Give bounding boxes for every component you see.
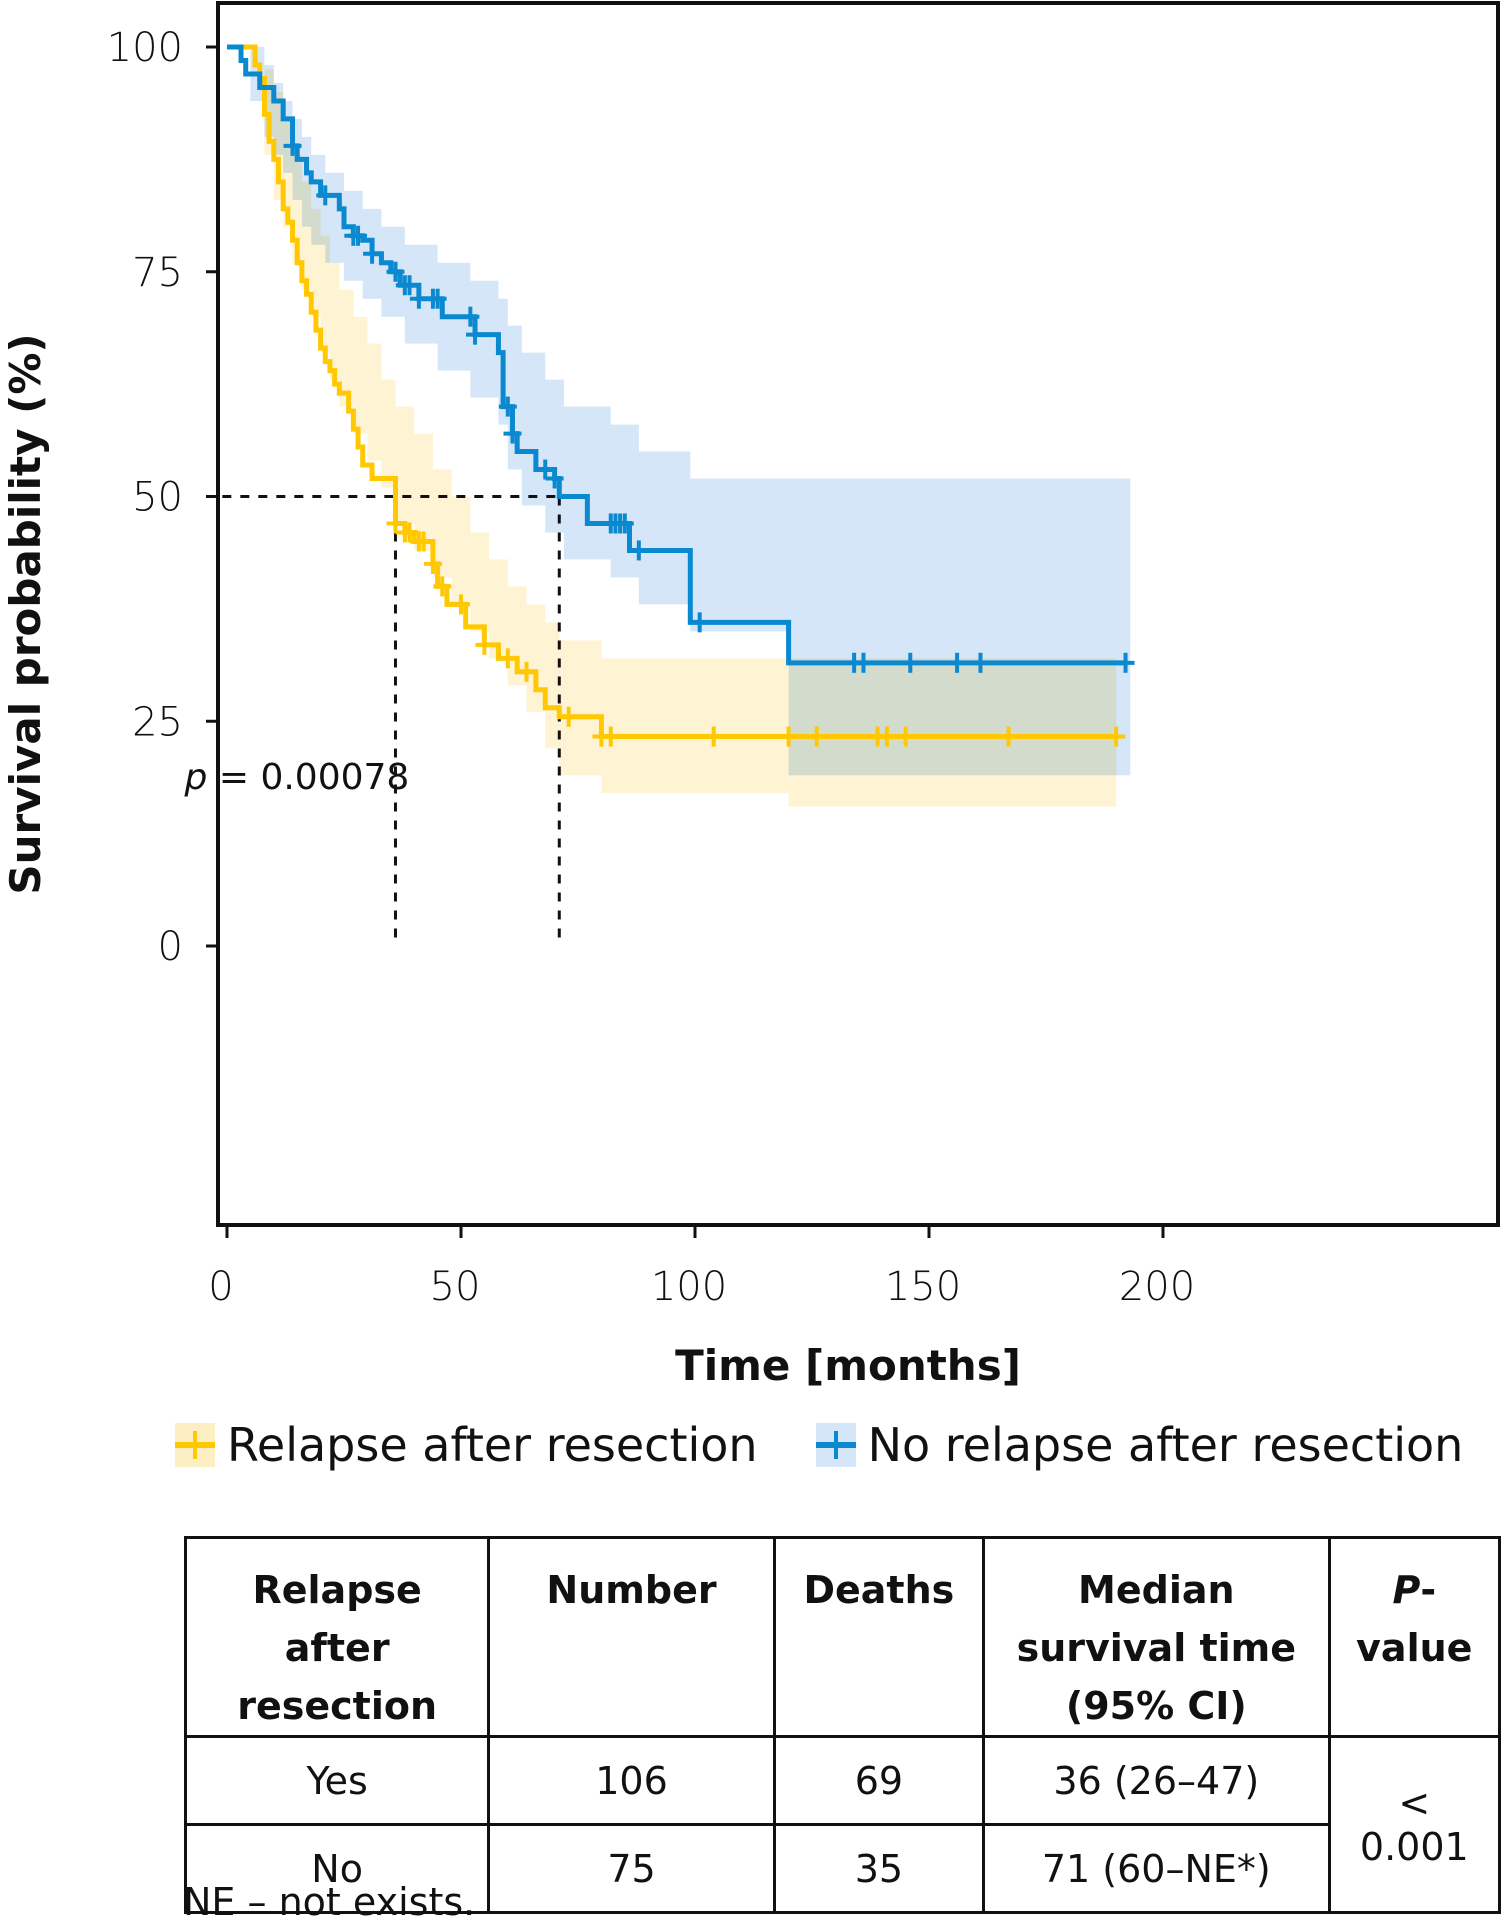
p-symbol: p <box>184 757 208 798</box>
cell-median: 71 (60–NE*) <box>982 1823 1331 1914</box>
table-row: Yes 106 69 36 (26–47) < 0.001 <box>183 1735 1501 1914</box>
legend-label: Relapse after resection <box>227 1418 758 1472</box>
header-group: Relapse after resection <box>183 1536 491 1738</box>
cell-pvalue: < 0.001 <box>1327 1735 1501 1914</box>
axes: 0 25 50 75 100 0 50 100 150 200 <box>107 25 1196 1310</box>
footnote: NE – not exists. <box>183 1880 476 1924</box>
y-tick-label: 75 <box>132 250 183 296</box>
table-row: No 75 35 71 (60–NE*) <box>183 1823 1500 1914</box>
y-tick-label: 25 <box>132 699 183 745</box>
cell-deaths: 35 <box>772 1823 986 1914</box>
table-header-row: Relapse after resection Number Deaths Me… <box>183 1536 1501 1738</box>
y-tick-label: 100 <box>107 25 183 71</box>
legend-label: No relapse after resection <box>867 1418 1464 1472</box>
median-lines <box>222 495 561 946</box>
confidence-bands <box>227 47 1131 807</box>
cell-number: 106 <box>487 1735 776 1826</box>
ci-band-relapse <box>227 47 1117 807</box>
header-pvalue-p: P <box>1392 1568 1421 1612</box>
x-tick-label: 200 <box>1119 1264 1195 1310</box>
y-tick-label: 0 <box>158 924 183 970</box>
cell-deaths: 69 <box>772 1735 986 1826</box>
summary-table: Relapse after resection Number Deaths Me… <box>183 1536 1501 1914</box>
survival-curves <box>227 44 1135 747</box>
cell-number: 75 <box>487 1823 776 1914</box>
x-tick-label: 100 <box>651 1264 727 1310</box>
x-tick-label: 50 <box>430 1264 481 1310</box>
km-chart: 0 25 50 75 100 0 50 100 150 200 p = 0.00078 Time … <box>1 1 1500 1390</box>
plot-frame <box>216 1 1500 1227</box>
header-pvalue: P-value <box>1327 1536 1501 1738</box>
legend-key-relapse-icon <box>175 1423 215 1467</box>
header-number: Number <box>487 1536 776 1738</box>
y-axis-title: Survival probability (%) <box>1 333 50 894</box>
legend-key-no-relapse-icon <box>815 1423 856 1467</box>
x-axis-title: Time [months] <box>675 1341 1021 1390</box>
legend-item-no-relapse[interactable]: No relapse after resection <box>815 1418 1464 1472</box>
header-deaths: Deaths <box>772 1536 986 1738</box>
header-pvalue-suffix: -value <box>1356 1568 1473 1670</box>
cell-group: No <box>183 1823 491 1914</box>
cell-group: Yes <box>183 1735 491 1826</box>
legend: Relapse after resection No relapse after… <box>175 1418 1501 1472</box>
y-tick-label: 50 <box>132 475 183 521</box>
p-value-annotation: p = 0.00078 <box>184 757 410 798</box>
x-tick-label: 150 <box>885 1264 961 1310</box>
ci-band-no-relapse <box>227 47 1131 776</box>
header-median: Median survival time (95% CI) <box>982 1536 1331 1738</box>
p-value-text: = 0.00078 <box>207 757 409 798</box>
legend-item-relapse[interactable]: Relapse after resection <box>175 1418 758 1472</box>
cell-median: 36 (26–47) <box>982 1735 1331 1826</box>
x-tick-label: 0 <box>208 1264 233 1310</box>
